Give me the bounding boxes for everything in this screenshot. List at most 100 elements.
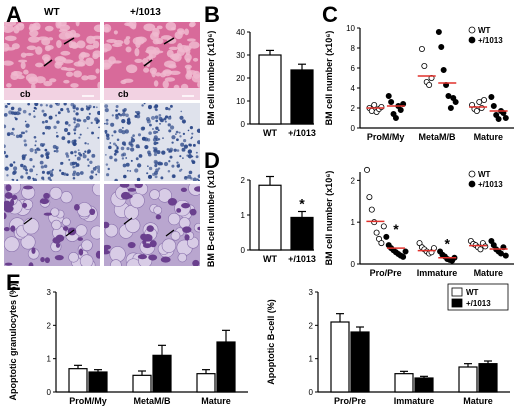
- nucleus-dot: [73, 110, 76, 113]
- adipocyte-space: [120, 79, 127, 85]
- adipocyte-space: [60, 50, 71, 56]
- nucleus-dot: [48, 115, 53, 120]
- y-tick-label: 10: [236, 97, 245, 106]
- data-point: [385, 93, 392, 100]
- nucleus-dot: [165, 106, 169, 111]
- nucleus-dot: [16, 179, 19, 181]
- nucleus-dot: [77, 152, 81, 156]
- y-tick-label: 4: [351, 84, 356, 93]
- nucleus-dot: [75, 107, 79, 111]
- histology-he-wt: cb: [4, 22, 100, 100]
- nucleus-dot: [168, 160, 171, 163]
- data-point: [402, 248, 409, 255]
- histology-he-mut: cb: [104, 22, 200, 100]
- nucleus-dot: [46, 153, 49, 157]
- nucleus-dot: [56, 134, 59, 138]
- nucleus-dot: [18, 112, 21, 115]
- pointer-arrow: [163, 37, 175, 45]
- panel-letter-b: B: [204, 2, 220, 27]
- nucleus-dot: [68, 123, 71, 127]
- adipocyte-space: [154, 32, 159, 36]
- nucleus-dot: [34, 151, 38, 154]
- cell: [20, 234, 36, 250]
- adipocyte-space: [188, 41, 200, 49]
- nucleus-dot: [115, 105, 119, 108]
- nucleus-dot: [120, 146, 125, 151]
- nucleus-dot: [87, 149, 91, 154]
- nucleus-dot: [130, 136, 134, 139]
- nucleus-dot: [6, 132, 11, 136]
- nucleus-dot: [123, 107, 127, 112]
- data-point: [378, 240, 385, 247]
- nucleus-dot: [55, 103, 60, 107]
- legend-marker: [468, 170, 476, 178]
- data-point: [373, 229, 380, 236]
- cell-nucleus: [73, 203, 80, 211]
- nucleus-dot: [176, 149, 180, 152]
- cell: [79, 254, 94, 266]
- nucleus-dot: [164, 120, 167, 123]
- nucleus-dot: [60, 108, 64, 112]
- nucleus-dot: [76, 118, 81, 122]
- data-point: [473, 108, 480, 115]
- pointer-arrow: [65, 229, 75, 237]
- nucleus-dot: [4, 104, 8, 108]
- nucleus-dot: [107, 167, 110, 171]
- y-tick-label: 40: [236, 28, 245, 37]
- nucleus-dot: [55, 114, 58, 117]
- adipocyte-space: [185, 58, 191, 63]
- cell: [50, 207, 60, 217]
- nucleus-dot: [169, 115, 172, 118]
- cell-nucleus: [28, 262, 34, 266]
- nucleus-dot: [79, 171, 84, 175]
- nucleus-dot: [45, 155, 50, 160]
- adipocyte-space: [126, 22, 134, 27]
- nucleus-dot: [20, 163, 24, 168]
- x-tick-label: MetaM/B: [418, 132, 456, 142]
- nucleus-dot: [148, 105, 152, 110]
- cell-nucleus: [43, 212, 53, 216]
- bar: [394, 373, 414, 393]
- panel-letter-a: A: [6, 2, 22, 27]
- adipocyte-space: [23, 69, 29, 75]
- nucleus-dot: [148, 166, 153, 171]
- cell-nucleus: [4, 227, 10, 232]
- nucleus-dot: [25, 123, 30, 128]
- cell-nucleus: [55, 242, 61, 248]
- nucleus-dot: [84, 150, 87, 153]
- nucleus-dot: [181, 119, 186, 124]
- nucleus-dot: [23, 143, 28, 147]
- nucleus-dot: [190, 159, 194, 163]
- adipocyte-space: [58, 29, 68, 33]
- cell-nucleus: [194, 186, 200, 192]
- nucleus-dot: [146, 119, 151, 124]
- adipocyte-space: [166, 37, 177, 44]
- cell-nucleus: [40, 256, 45, 263]
- nucleus-dot: [10, 131, 14, 136]
- nucleus-dot: [25, 171, 29, 175]
- x-tick-label: MetaM/B: [133, 396, 171, 406]
- x-tick-label: ProM/My: [367, 132, 405, 142]
- bar: [88, 371, 108, 393]
- nucleus-dot: [38, 148, 41, 151]
- nucleus-dot: [134, 168, 139, 173]
- nucleus-dot: [135, 157, 139, 161]
- cell-nucleus: [119, 184, 130, 188]
- nucleus-dot: [74, 125, 78, 129]
- nucleus-dot: [13, 161, 16, 164]
- cell-nucleus: [52, 237, 62, 244]
- nucleus-dot: [196, 178, 199, 181]
- adipocyte-space: [92, 50, 100, 58]
- cell-nucleus: [137, 254, 147, 260]
- nucleus-dot: [187, 129, 190, 132]
- nucleus-dot: [92, 105, 96, 109]
- cell-nucleus: [122, 194, 133, 199]
- nucleus-dot: [53, 125, 57, 129]
- nucleus-dot: [119, 113, 123, 117]
- cell-nucleus: [104, 250, 111, 255]
- nucleus-dot: [106, 136, 110, 141]
- nucleus-dot: [187, 149, 192, 154]
- histology-blue-wt: [4, 103, 100, 181]
- he-stain-wt-image: [4, 22, 100, 100]
- adipocyte-space: [165, 22, 177, 31]
